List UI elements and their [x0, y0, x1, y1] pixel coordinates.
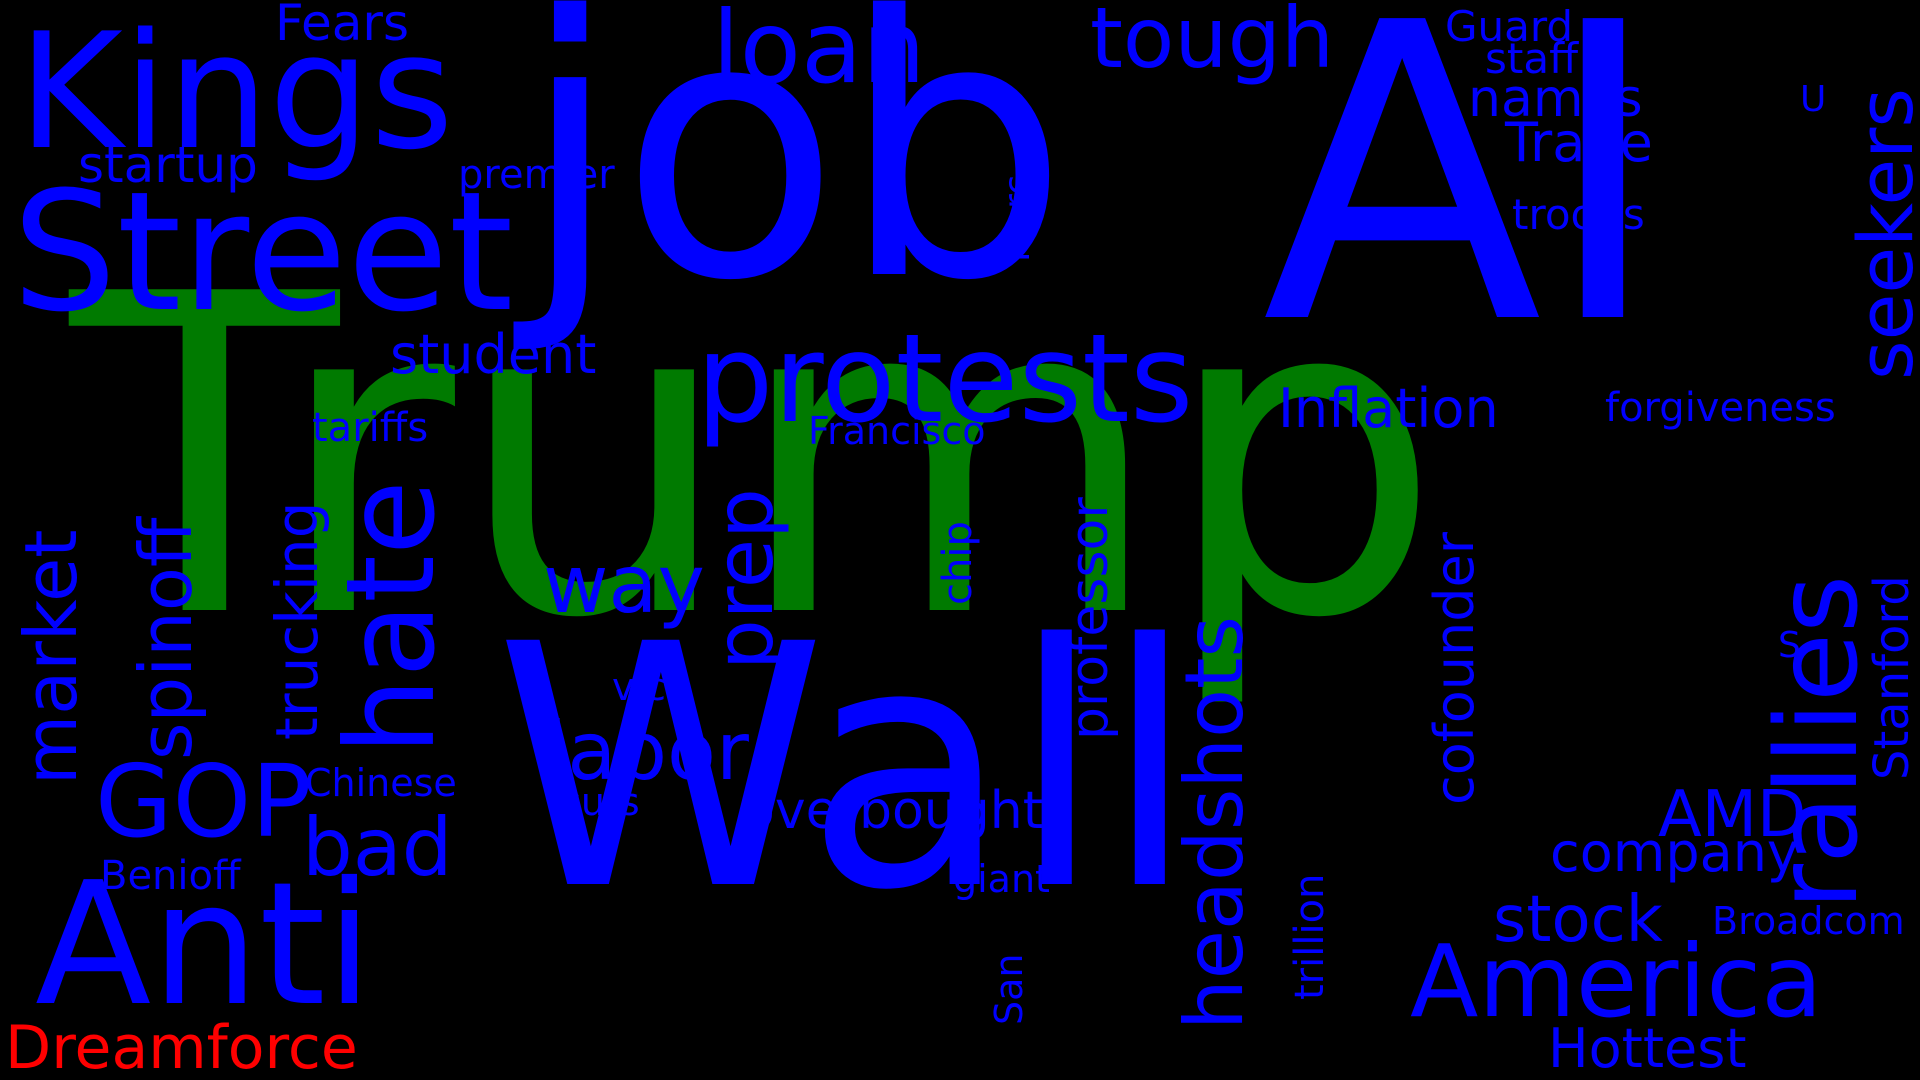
word-vice: vice	[612, 665, 690, 709]
word-america: America	[1410, 923, 1823, 1040]
word-gop: GOP	[95, 743, 312, 860]
word-stock: stock	[1493, 883, 1663, 957]
word-trade: Trade	[1505, 111, 1653, 174]
word-ai: AI	[1262, 0, 1664, 414]
word-company: company	[1550, 821, 1799, 884]
word-labor: labor	[545, 705, 749, 798]
word-trump: Trump	[70, 202, 1442, 714]
word-bad: bad	[302, 801, 453, 894]
word-forgiveness: forgiveness	[1605, 385, 1836, 431]
word-anti: Anti	[35, 846, 373, 1044]
word-way: way	[543, 538, 705, 631]
word-spinoff: spinoff	[124, 517, 208, 760]
word-names: names	[1468, 69, 1643, 129]
word-tough: tough	[1090, 0, 1335, 87]
word-tariffs: tariffs	[312, 405, 429, 451]
word-cuts: cuts	[560, 780, 640, 824]
word-overbought: overbought	[743, 781, 1044, 841]
word-professor: professor	[1060, 497, 1120, 740]
word-trillion: trillion	[1287, 873, 1333, 1000]
word-fears: Fears	[275, 0, 410, 52]
word-wall: Wall	[495, 574, 1197, 964]
word-kings: Kings	[18, 0, 454, 185]
word-inflation: Inflation	[1278, 377, 1499, 440]
word-hottest: Hottest	[1548, 1017, 1747, 1080]
word-chip: chip	[935, 521, 981, 605]
word-chinese: Chinese	[305, 761, 457, 805]
word-stanford: Stanford	[1864, 575, 1920, 780]
word-trucking: trucking	[263, 501, 331, 740]
word-marc: Marc	[997, 175, 1038, 262]
word-giant: giant	[953, 857, 1050, 901]
word-troops: troops	[1512, 190, 1645, 239]
word-student: student	[390, 323, 597, 386]
word-san: San	[987, 953, 1031, 1026]
word-street: Street	[12, 156, 514, 348]
word-loan: loan	[712, 0, 926, 106]
word-headshots: headshots	[1168, 615, 1261, 1030]
word-amd: AMD	[1658, 778, 1807, 852]
word-dreamforce: Dreamforce	[5, 1013, 358, 1080]
word-premier: premier	[458, 152, 615, 198]
word-benioff: Benioff	[100, 853, 241, 899]
word-protests: protests	[696, 308, 1194, 450]
word-u: U	[1800, 79, 1827, 120]
word-prep: prep	[698, 488, 791, 670]
word-job: job	[520, 0, 1069, 359]
word-hate: hate	[320, 480, 462, 755]
word-seekers: seekers	[1841, 87, 1920, 380]
word-broadcom: Broadcom	[1712, 899, 1905, 943]
word-market: market	[9, 529, 93, 785]
word-startup: startup	[78, 136, 258, 194]
word-staff: staff	[1485, 34, 1579, 83]
word-cofounder: cofounder	[1423, 532, 1486, 805]
word-s: S	[1778, 625, 1801, 666]
word-guard: Guard	[1445, 2, 1574, 51]
word-francisco: Francisco	[808, 409, 986, 453]
